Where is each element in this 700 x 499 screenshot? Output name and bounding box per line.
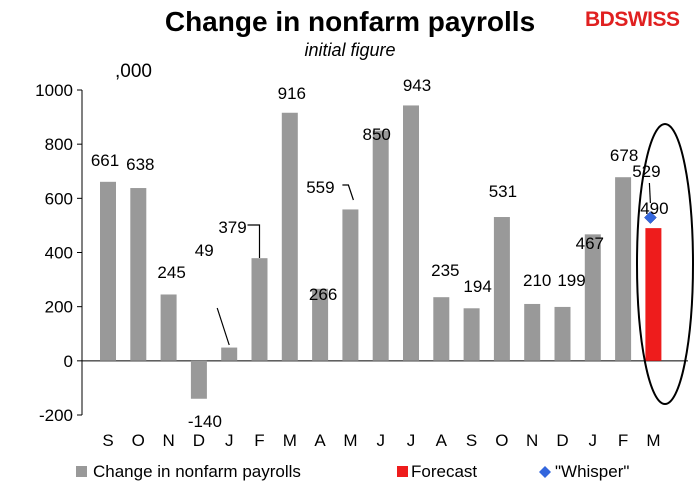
y-tick-label: 600	[45, 189, 73, 208]
whisper-marker	[644, 211, 657, 224]
bar-f-17	[615, 177, 632, 361]
x-tick-label: N	[162, 431, 174, 450]
bar-o-13	[493, 217, 510, 361]
leader-line	[648, 182, 651, 204]
legend-swatch-forecast	[397, 466, 408, 477]
x-tick-label: S	[102, 431, 113, 450]
x-tick-label: F	[618, 431, 628, 450]
bar-j-4	[221, 347, 238, 361]
y-tick-label: 400	[45, 244, 73, 263]
x-tick-label: J	[589, 431, 598, 450]
bar-f-5	[251, 258, 268, 361]
x-tick-label: M	[646, 431, 660, 450]
highlight-ellipse	[636, 123, 694, 405]
x-tick-label: M	[343, 431, 357, 450]
data-label: 199	[557, 271, 585, 290]
bar-j-16	[584, 234, 601, 361]
y-tick-label: -200	[39, 406, 73, 425]
data-label: 194	[463, 277, 491, 296]
x-tick-label: O	[132, 431, 145, 450]
bar-m-6	[281, 112, 298, 361]
x-tick-label: D	[556, 431, 568, 450]
data-label: 379	[218, 218, 246, 237]
chart-title: Change in nonfarm payrolls	[164, 6, 536, 37]
data-label: 49	[195, 241, 214, 260]
x-tick-label: J	[225, 431, 234, 450]
x-tick-label: N	[526, 431, 538, 450]
data-label: 266	[309, 285, 337, 304]
bar-s-0	[100, 181, 116, 361]
x-tick-label: M	[283, 431, 297, 450]
forecast-bar	[645, 228, 662, 361]
bar-n-2	[160, 294, 177, 361]
data-label: 661	[91, 151, 119, 170]
bar-j-9	[372, 130, 389, 361]
bar-d-15	[554, 306, 571, 361]
x-tick-label: J	[376, 431, 385, 450]
legend-swatch-payrolls	[76, 466, 87, 477]
data-label: 559	[306, 178, 334, 197]
bar-m-8	[342, 209, 359, 361]
data-label: 638	[126, 155, 154, 174]
x-tick-label: F	[254, 431, 264, 450]
data-label: 678	[610, 146, 638, 165]
data-label: 531	[489, 182, 517, 201]
y-tick-label: 200	[45, 298, 73, 317]
bar-n-14	[524, 303, 541, 361]
bar-o-1	[130, 188, 147, 361]
x-tick-label: D	[193, 431, 205, 450]
data-label: 210	[523, 271, 551, 290]
x-tick-label: A	[314, 431, 326, 450]
bar-a-7	[312, 288, 329, 361]
x-tick-label: O	[495, 431, 508, 450]
legend-marker-whisper	[539, 466, 551, 478]
x-tick-label: J	[407, 431, 416, 450]
bar-d-3	[190, 360, 207, 399]
y-tick-label: 1000	[35, 81, 73, 100]
y-tick-label: 800	[45, 135, 73, 154]
data-label: 245	[157, 263, 185, 282]
brand-logo: BDSWISS	[585, 8, 680, 31]
leader-line	[342, 184, 354, 201]
data-label: 943	[403, 76, 431, 95]
data-label: 490	[640, 199, 668, 218]
legend-label-whisper: "Whisper"	[555, 462, 629, 481]
legend-label-forecast: Forecast	[411, 462, 477, 481]
legend-label-payrolls: Change in nonfarm payrolls	[93, 462, 301, 481]
data-label: -140	[188, 412, 222, 431]
x-tick-label: A	[436, 431, 448, 450]
data-label: 916	[278, 84, 306, 103]
x-tick-label: S	[466, 431, 477, 450]
unit-label: ,000	[115, 61, 152, 82]
data-label: 529	[632, 162, 660, 181]
y-tick-label: 0	[64, 352, 73, 371]
bar-s-12	[463, 308, 480, 361]
data-label: 235	[431, 261, 459, 280]
bar-a-11	[433, 297, 450, 361]
data-label: 467	[576, 234, 604, 253]
data-label: 850	[363, 125, 391, 144]
leader-line	[247, 224, 261, 258]
leader-line	[216, 307, 230, 346]
bar-j-10	[403, 105, 419, 361]
chart-subtitle: initial figure	[304, 40, 396, 60]
